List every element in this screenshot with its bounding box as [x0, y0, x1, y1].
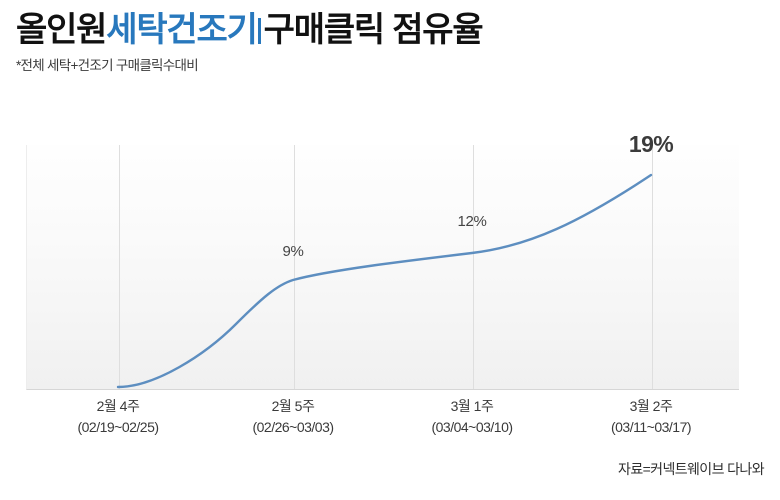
source-attribution: 자료=커넥트웨이브 다나와	[618, 461, 765, 477]
xtick-2-week: 2월 5주	[271, 398, 315, 414]
xtick-2: 2월 5주 (02/26~03/03)	[213, 396, 373, 438]
xtick-1-week: 2월 4주	[96, 398, 140, 414]
title-segment-2: 세탁건조기	[106, 11, 258, 49]
title-segment-1: 올인원	[16, 11, 107, 49]
header: 올인원세탁건조기 구매클릭 점유율 *전체 세탁+건조기 구매클릭수대비	[16, 8, 764, 75]
gridline-2	[294, 145, 295, 389]
xtick-1-range: (02/19~02/25)	[77, 419, 159, 435]
page-title: 올인원세탁건조기 구매클릭 점유율	[16, 8, 764, 52]
xtick-4: 3월 2주 (03/11~03/17)	[571, 396, 731, 438]
title-divider-bar	[257, 18, 261, 44]
gridline-3	[473, 145, 474, 389]
page-subtitle: *전체 세탁+건조기 구매클릭수대비	[16, 58, 199, 73]
xtick-1: 2월 4주 (02/19~02/25)	[38, 396, 198, 438]
data-label-point-2: 9%	[282, 243, 304, 260]
gridline-1	[119, 145, 120, 389]
xtick-4-range: (03/11~03/17)	[610, 419, 692, 435]
data-label-point-3: 12%	[457, 213, 487, 230]
xtick-3-range: (03/04~03/10)	[431, 419, 513, 435]
gridline-4	[652, 145, 653, 389]
data-label-point-4: 19%	[628, 131, 674, 157]
chart-plot-area	[26, 145, 739, 390]
xtick-3-week: 3월 1주	[450, 398, 494, 414]
title-segment-3: 구매클릭 점유율	[263, 11, 484, 49]
xtick-2-range: (02/26~03/03)	[252, 419, 334, 435]
xtick-4-week: 3월 2주	[629, 398, 673, 414]
xtick-3: 3월 1주 (03/04~03/10)	[392, 396, 552, 438]
